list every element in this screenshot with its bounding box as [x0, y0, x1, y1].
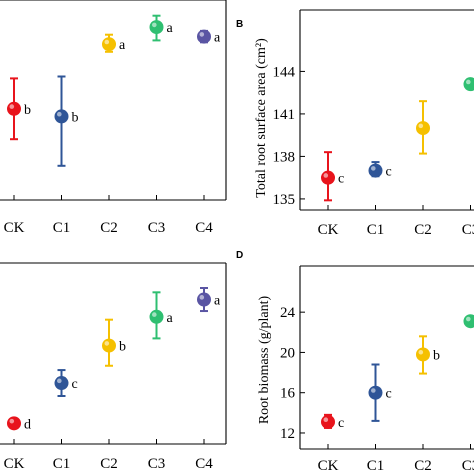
x-tick-label: CK: [4, 220, 25, 236]
significance-letter: a: [167, 311, 174, 326]
data-point-highlight: [9, 418, 15, 424]
y-tick-label: 16: [280, 386, 296, 402]
data-point-highlight: [371, 388, 376, 393]
y-tick-label: 24: [280, 305, 296, 321]
data-point: [321, 414, 335, 429]
data-point: [102, 338, 116, 353]
x-tick-label: C1: [367, 222, 385, 238]
data-point-highlight: [104, 341, 110, 346]
data-point-highlight: [323, 173, 329, 178]
data-point: [416, 121, 430, 136]
y-tick-label: 138: [273, 149, 296, 165]
data-point: [321, 170, 335, 185]
significance-letter: c: [338, 416, 344, 431]
x-tick-label: C1: [53, 456, 71, 472]
x-tick-label: C2: [414, 222, 432, 238]
y-axis-label: Total root surface area (cm²): [254, 38, 269, 198]
y-tick-label: 20: [280, 345, 295, 361]
y-axis-label: Root biomass (g/plant): [257, 296, 272, 425]
y-tick-label: 135: [273, 192, 296, 208]
data-point-highlight: [418, 123, 424, 129]
data-point-highlight: [466, 79, 471, 85]
x-tick-label: C4: [195, 220, 213, 236]
panel-2: 135 138 141 144 Total root surface area (cm²…: [236, 9, 474, 238]
significance-letter: c: [72, 377, 78, 392]
data-point-highlight: [199, 32, 205, 37]
significance-letter: a: [119, 38, 126, 53]
y-tick-label: 12: [280, 426, 295, 442]
data-point: [416, 347, 430, 362]
data-point-highlight: [152, 312, 157, 317]
data-point-highlight: [466, 316, 471, 322]
data-point: [7, 101, 21, 116]
x-tick-label: C3: [462, 458, 474, 474]
significance-letter: a: [214, 294, 221, 309]
significance-letter: b: [72, 110, 79, 125]
x-tick-label: CK: [318, 222, 339, 238]
x-tick-label: C2: [100, 456, 118, 472]
significance-letter: c: [338, 172, 344, 187]
data-point-highlight: [418, 349, 424, 355]
significance-letter: c: [386, 387, 392, 402]
significance-letter: b: [119, 340, 126, 355]
x-tick-label: CK: [318, 458, 339, 474]
significance-letter: b: [24, 103, 31, 118]
data-point: [54, 109, 69, 124]
panel-label: B: [236, 19, 243, 30]
data-point-highlight: [9, 104, 15, 109]
x-tick-label: C2: [414, 458, 432, 474]
data-point-highlight: [371, 166, 376, 171]
y-tick-label: 144: [273, 64, 296, 80]
data-point-highlight: [199, 295, 205, 300]
y-tick-label: 141: [273, 107, 296, 123]
data-point: [54, 376, 69, 391]
data-point: [102, 37, 116, 52]
panel-4: 12 16 20 24 Root biomass (g/plant) D CK c C1 c C2 b…: [236, 250, 474, 474]
x-tick-label: C2: [100, 220, 118, 236]
significance-letter: a: [214, 31, 221, 46]
x-tick-label: C3: [462, 222, 474, 238]
data-point: [368, 163, 383, 178]
x-tick-label: C1: [53, 220, 71, 236]
data-point: [7, 416, 21, 431]
panel-1: CK b C1 b C2 a C3 a C4 a: [0, 0, 227, 236]
panel-3: CK d C1 c C2 b C3 a C4 a: [0, 262, 227, 472]
x-tick-label: C1: [367, 458, 385, 474]
data-point: [197, 29, 211, 44]
data-point-highlight: [57, 111, 62, 117]
x-tick-label: C3: [148, 220, 166, 236]
data-point-highlight: [323, 417, 329, 422]
significance-letter: a: [167, 21, 174, 36]
data-point: [368, 385, 383, 400]
significance-letter: d: [24, 417, 31, 432]
data-point-highlight: [104, 39, 110, 45]
x-tick-label: CK: [4, 456, 25, 472]
data-point: [149, 20, 164, 35]
x-tick-label: C4: [195, 456, 213, 472]
data-point: [197, 292, 211, 307]
significance-letter: b: [433, 348, 440, 363]
panel-label: D: [236, 250, 243, 261]
data-point: [149, 309, 164, 324]
data-point-highlight: [57, 378, 62, 384]
significance-letter: c: [386, 165, 392, 180]
data-point-highlight: [152, 22, 157, 28]
x-tick-label: C3: [148, 456, 166, 472]
